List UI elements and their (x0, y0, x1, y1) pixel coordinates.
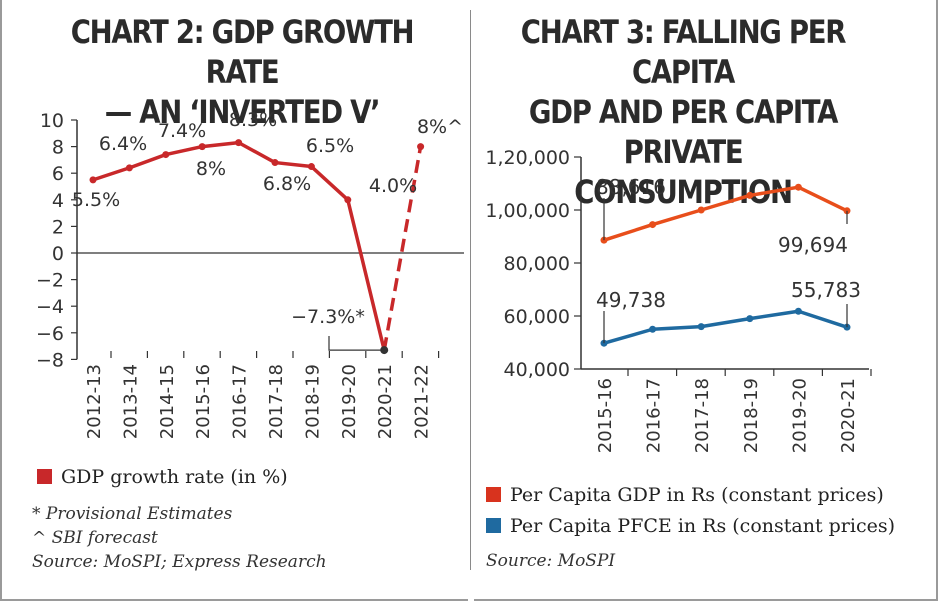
panel-divider (470, 10, 471, 570)
data-label-2012-13: 5.5% (72, 189, 120, 211)
gdp-point-2021-22 (417, 143, 425, 151)
y-tick-label: −8 (36, 349, 64, 371)
x-tick-label-2018-19: 2018-19 (741, 378, 762, 453)
x-tick-label-2019-20: 2019-20 (789, 378, 810, 453)
chart-3-title: CHART 3: FALLING PER CAPITA GDP AND PER … (498, 12, 868, 212)
legend-label-gdp-growth: GDP growth rate (in %) (61, 466, 288, 488)
series-point-per-capita-gdp-in-rs-constant-prices-2016-17 (649, 221, 657, 229)
gdp-point-2012-13 (89, 176, 97, 184)
y-tick-label: −6 (36, 323, 64, 345)
gdp-point-2015-16 (198, 143, 206, 151)
legend-swatch-per-capita-pfce (486, 518, 501, 533)
series-point-per-capita-pfce-in-rs-constant-prices-2016-17 (649, 325, 657, 333)
legend-swatch-per-capita-gdp (486, 487, 501, 502)
chart-3-source: Source: MoSPI (486, 551, 616, 571)
x-tick-label-2015-16: 2015-16 (193, 364, 214, 439)
series-point-per-capita-pfce-in-rs-constant-prices-2017-18 (697, 323, 705, 331)
chart-2-title-line-1: CHART 2: GDP GROWTH RATE (70, 13, 415, 91)
x-tick-label-2020-21: 2020-21 (838, 378, 859, 453)
data-label-2016-17: 8.3% (229, 109, 277, 131)
x-tick-label-2018-19: 2018-19 (302, 364, 323, 439)
legend-label-per-capita-pfce: Per Capita PFCE in Rs (constant prices) (510, 515, 895, 537)
gdp-point-2014-15 (162, 151, 170, 159)
chart-2-panel: CHART 2: GDP GROWTH RATE — AN ‘INVERTED … (0, 0, 468, 601)
chart-3-legend-gdp: Per Capita GDP in Rs (constant prices) (486, 484, 884, 506)
x-tick-label-2014-15: 2014-15 (157, 364, 178, 439)
gdp-point-2016-17 (235, 139, 243, 147)
data-label-2017-18: 6.8% (263, 173, 311, 195)
series-line-per-capita-pfce-in-rs-constant-prices (603, 309, 848, 345)
data-label-2021-22: 8%^ (417, 116, 463, 138)
x-tick-label-2017-18: 2017-18 (266, 364, 287, 439)
data-label-2014-15: 7.4% (158, 120, 206, 142)
x-tick-label-2017-18: 2017-18 (692, 378, 713, 453)
data-label-2015-16: 8% (196, 158, 226, 180)
series-point-per-capita-gdp-in-rs-constant-prices-2017-18 (697, 206, 705, 214)
gdp-point-2019-20 (344, 196, 352, 204)
gdp-point-2017-18 (271, 159, 279, 167)
data-label-99-694: 99,694 (778, 233, 848, 257)
data-label-2018-19: 6.5% (306, 135, 354, 157)
data-label-2020-21: −7.3%* (291, 306, 365, 328)
callout-leader (328, 336, 382, 351)
chart-2-plot: 10 8 6 4 2 0 −2 −4 −6 −8 2012-13 2013-14 2014-15 2015… (36, 109, 464, 439)
gdp-growth-forecast-line (382, 146, 423, 351)
y-tick-label: 6 (52, 163, 64, 185)
x-tick-label-2019-20: 2019-20 (339, 364, 360, 439)
chart-3-legend-pfce: Per Capita PFCE in Rs (constant prices) (486, 515, 895, 537)
x-tick-label-2021-22: 2021-22 (412, 364, 433, 439)
x-tick-label-2020-21: 2020-21 (375, 364, 396, 439)
gdp-point-2018-19 (307, 163, 315, 171)
chart-2-title: CHART 2: GDP GROWTH RATE — AN ‘INVERTED … (61, 12, 422, 132)
y-tick-label: −2 (36, 270, 64, 292)
chart-2-note-forecast: ^ SBI forecast (32, 528, 158, 548)
x-tick-label-2015-16: 2015-16 (595, 378, 616, 453)
chart-3-title-line-1: CHART 3: FALLING PER CAPITA (520, 13, 847, 91)
y-tick-label: 8 (52, 137, 64, 159)
chart-3-panel: CHART 3: FALLING PER CAPITA GDP AND PER … (474, 0, 938, 601)
data-label-2013-14: 6.4% (99, 133, 147, 155)
y-tick-label: 0 (52, 243, 64, 265)
legend-label-per-capita-gdp: Per Capita GDP in Rs (constant prices) (510, 484, 884, 506)
chart-2-title-line-2: — AN ‘INVERTED V’ (104, 93, 381, 131)
x-tick-label-2013-14: 2013-14 (120, 364, 141, 439)
gdp-point-2020-21 (380, 346, 389, 355)
series-point-per-capita-gdp-in-rs-constant-prices-2018-19 (746, 191, 754, 199)
series-point-per-capita-gdp-in-rs-constant-prices-2019-20 (794, 183, 802, 191)
y-tick-label: 1,00,000 (485, 200, 570, 222)
y-tick-label: 4 (52, 190, 64, 212)
chart-3-title-line-3: CONSUMPTION (574, 173, 793, 211)
y-tick-label: 40,000 (504, 359, 570, 381)
data-label-2019-20: 4.0% (369, 175, 417, 197)
y-tick-label: 1,20,000 (485, 147, 570, 169)
chart-3-plot: 1,20,000 1,00,000 80,000 60,000 40,000 2015-1… (485, 147, 872, 453)
series-point-per-capita-pfce-in-rs-constant-prices-2019-20 (794, 307, 802, 315)
data-label-55-783: 55,783 (791, 278, 861, 302)
y-tick-label: 80,000 (504, 253, 570, 275)
chart-2-note-provisional: * Provisional Estimates (32, 504, 233, 524)
gdp-point-2013-14 (125, 164, 133, 172)
data-label-49-738: 49,738 (596, 288, 666, 312)
x-tick-label-2016-17: 2016-17 (644, 378, 665, 453)
y-tick-label: −4 (36, 296, 64, 318)
y-tick-label: 2 (52, 216, 64, 238)
chart-2-legend: GDP growth rate (in %) (37, 466, 288, 488)
chart-3-title-line-2: GDP AND PER CAPITA PRIVATE (528, 93, 839, 171)
x-tick-label-2012-13: 2012-13 (84, 364, 105, 439)
y-tick-label: 10 (40, 110, 64, 132)
legend-swatch-gdp-growth (37, 469, 52, 484)
chart-2-source: Source: MoSPI; Express Research (32, 552, 327, 572)
x-tick-label-2016-17: 2016-17 (230, 364, 251, 439)
data-label-88-616: 88,616 (596, 175, 666, 199)
y-tick-label: 60,000 (504, 306, 570, 328)
series-line-per-capita-gdp-in-rs-constant-prices (603, 185, 848, 242)
series-point-per-capita-pfce-in-rs-constant-prices-2018-19 (746, 315, 754, 323)
